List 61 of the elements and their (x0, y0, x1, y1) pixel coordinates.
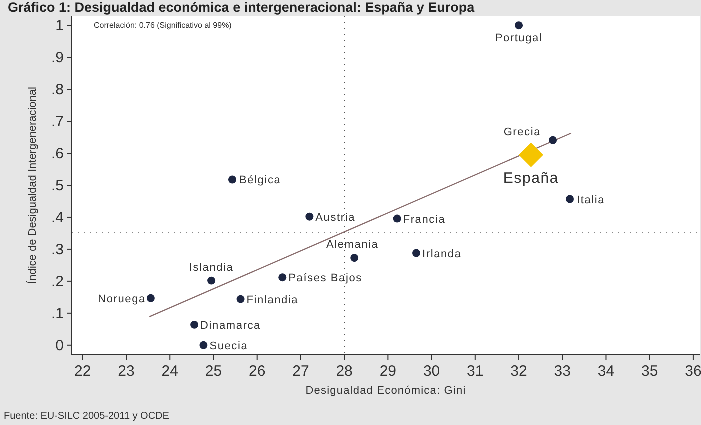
x-tick-label: 31 (467, 363, 484, 380)
x-tick-label: 24 (162, 363, 178, 380)
point (515, 22, 524, 30)
source-note: Fuente: EU-SILC 2005-2011 y OCDE (4, 411, 170, 422)
x-tick-label: 22 (74, 363, 92, 380)
x-tick-label: 29 (380, 363, 397, 380)
annotation: Alemania (326, 239, 379, 252)
point (146, 294, 155, 302)
point (228, 176, 236, 184)
annotation: Irlanda (422, 248, 462, 260)
point (393, 214, 402, 223)
point (549, 136, 558, 144)
y-tick-label: .2 (51, 273, 64, 290)
x-tick-label: 28 (336, 363, 353, 380)
annotation: Italia (577, 194, 606, 206)
point (208, 276, 216, 285)
point (190, 320, 199, 329)
x-tick-label: 25 (205, 363, 222, 380)
annotation: Bélgica (239, 174, 282, 187)
annotation: Austria (316, 212, 356, 224)
point (566, 195, 574, 204)
y-tick-label: .9 (51, 50, 64, 67)
x-tick-label: 26 (249, 363, 266, 380)
point (412, 249, 421, 258)
y-tick-label: .5 (51, 178, 64, 194)
y-axis-title: Índice de Desigualdad Intergeneracional (26, 87, 39, 284)
point (518, 142, 544, 168)
annotation: Finlandia (246, 294, 299, 306)
annotation: Grecia (504, 126, 542, 138)
annotation: Suecia (210, 340, 248, 352)
annotation: Francia (403, 214, 446, 226)
annotation: España (503, 170, 560, 188)
point (278, 274, 287, 282)
y-tick-label: 0 (56, 337, 64, 354)
point (236, 295, 245, 304)
x-tick-label: 35 (642, 363, 658, 380)
point (200, 341, 208, 350)
x-tick-label: 33 (554, 363, 571, 380)
x-tick-label: 23 (118, 363, 135, 380)
annotation: Portugal (495, 32, 543, 45)
point (306, 212, 314, 221)
annotation: Correlación: 0.76 (Significativo al 99%) (94, 21, 232, 30)
x-axis-title: Desigualdad Económica: Gini (306, 385, 466, 397)
y-tick-label: 1 (56, 18, 64, 35)
y-tick-label: .3 (51, 241, 64, 258)
x-tick-label: 34 (598, 363, 615, 380)
x-tick-label: 32 (510, 363, 528, 380)
y-tick-label: .8 (51, 82, 64, 99)
x-tick-label: 27 (292, 363, 310, 380)
annotation: Dinamarca (200, 320, 262, 332)
annotation: Países Bajos (288, 272, 362, 285)
chart-title: Gráfico 1: Desigualdad económica e intergeneracional: España y Europa (8, 0, 476, 15)
x-tick-label: 30 (423, 363, 440, 380)
point (350, 254, 359, 262)
annotation: Noruega (98, 293, 146, 306)
y-tick-label: .6 (51, 146, 64, 163)
y-tick-label: .1 (51, 305, 64, 322)
x-tick-label: 36 (685, 363, 701, 380)
y-tick-label: .7 (51, 114, 64, 131)
y-tick-label: .4 (51, 209, 64, 226)
annotation: Islandia (189, 262, 234, 274)
